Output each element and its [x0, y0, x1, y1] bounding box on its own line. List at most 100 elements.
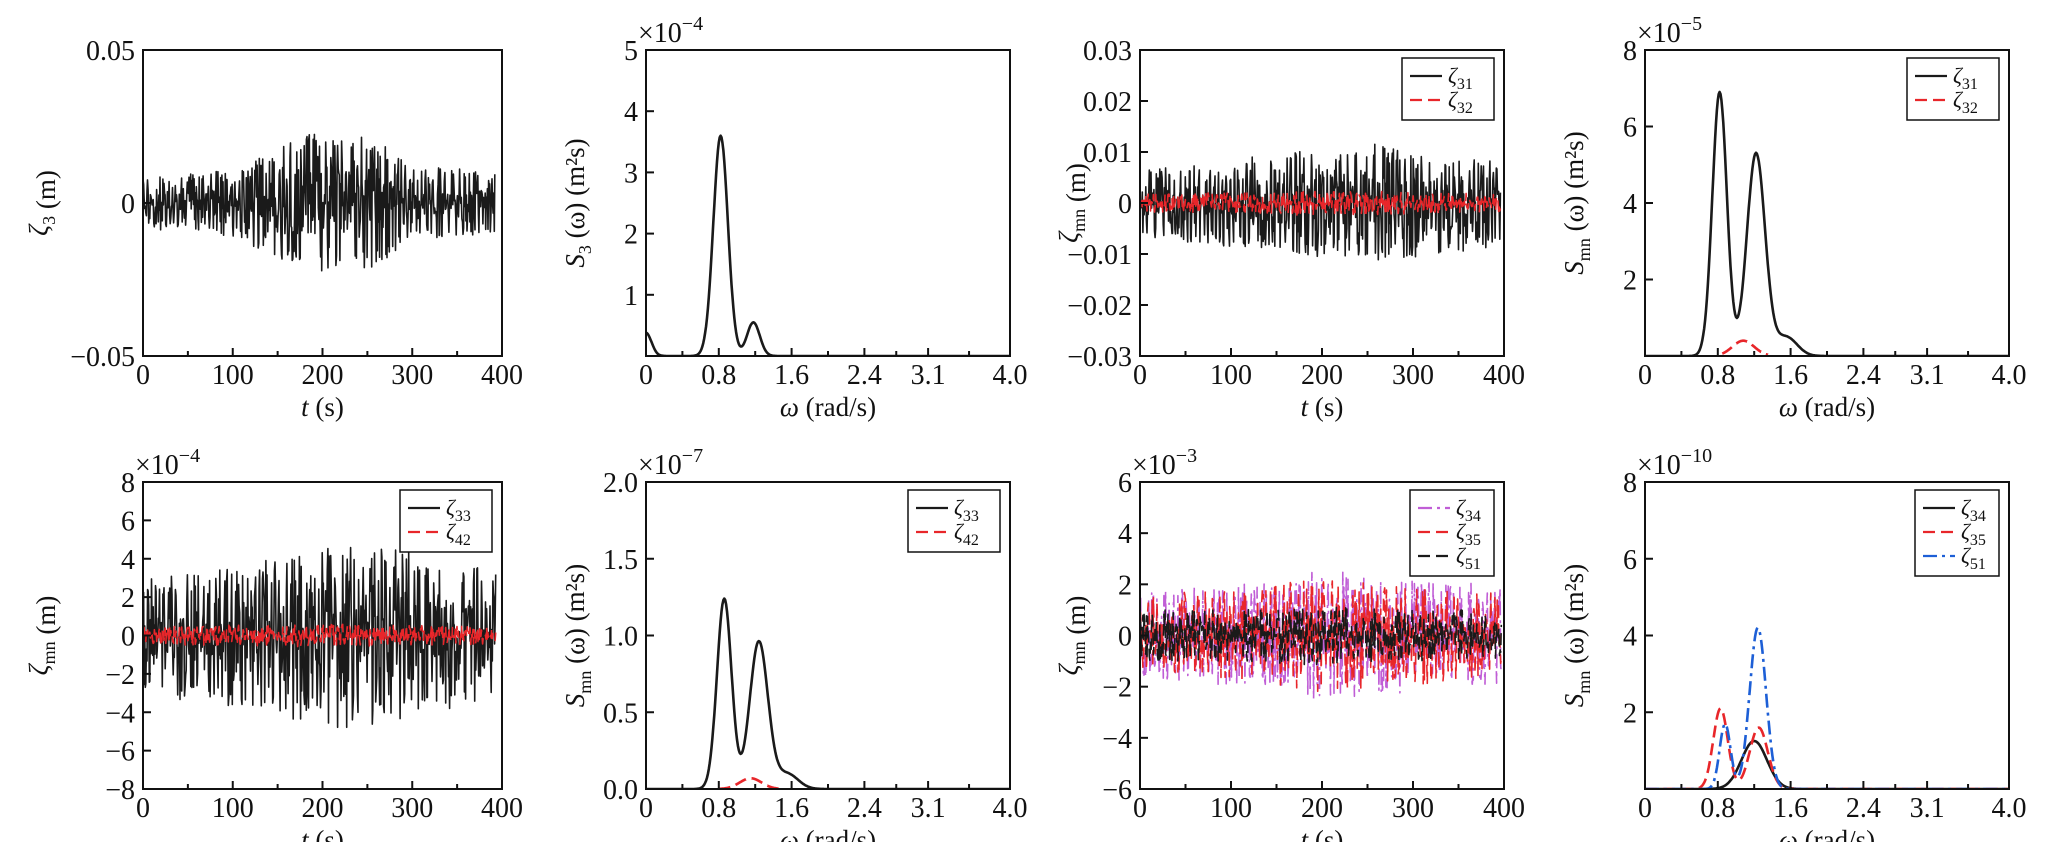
x-tick-label: 1.6 [774, 360, 809, 391]
y-axis-label: Smn (ω) (m²s) [1559, 131, 1594, 274]
x-axis-label: t (s) [1301, 825, 1344, 842]
y-tick-label: −0.03 [1067, 342, 1132, 373]
x-tick-label: 0.8 [1700, 793, 1735, 824]
y-tick-label: 0 [121, 622, 135, 653]
x-axis-label: ω (rad/s) [780, 392, 876, 422]
series-line-2 [1140, 580, 1503, 693]
legend-box [1401, 57, 1495, 121]
x-axis-label: t (s) [301, 392, 344, 422]
y-tick-label: −0.05 [70, 342, 135, 373]
y-tick-label: 1.5 [603, 545, 638, 576]
y-tick-label: 0 [121, 189, 135, 220]
legend-entry: ζ31 [1448, 63, 1473, 93]
x-tick-label: 400 [1483, 360, 1525, 391]
y-tick-label: 4 [1623, 189, 1637, 220]
legend-entry: ζ34 [1456, 495, 1481, 525]
y-tick-label: 0 [1118, 622, 1132, 653]
x-tick-label: 400 [1483, 793, 1525, 824]
x-tick-label: 2.4 [1846, 360, 1881, 391]
legend-entry: ζ51 [1961, 543, 1986, 573]
x-tick-label: 300 [391, 360, 433, 391]
panel-4: 0 0.8 1.6 2.4 3.1 4.0 2 4 6 8×10−5 ω (rad/s) Smn (ω… [1559, 13, 2027, 422]
series-group [1645, 626, 2009, 789]
y-tick-label: 4 [1623, 622, 1637, 653]
y-tick-label: 2 [1118, 570, 1132, 601]
y-tick-label: −2 [1102, 673, 1132, 704]
x-tick-label: 100 [1210, 360, 1252, 391]
y-axis-label: ζmn (m) [1054, 163, 1091, 243]
y-tick-label: 1.0 [603, 622, 638, 653]
series-group [1140, 143, 1502, 261]
y-tick-label: −0.01 [1067, 240, 1132, 271]
x-tick-label: 200 [1301, 793, 1343, 824]
x-tick-label: 0.8 [1700, 360, 1735, 391]
x-tick-label: 4.0 [993, 360, 1028, 391]
y-tick-label: −2 [105, 660, 135, 691]
y-tick-label: −4 [1102, 724, 1132, 755]
legend-entry: ζ51 [1456, 543, 1481, 573]
series-line-2 [1140, 189, 1502, 217]
legend-entry: ζ42 [954, 519, 979, 549]
series-line-1 [1140, 571, 1503, 700]
y-tick-label: 8 [1623, 36, 1637, 67]
series-line-1 [1140, 143, 1502, 261]
y-axis-label: ζ3 (m) [24, 170, 61, 236]
series-line-3 [1140, 606, 1503, 666]
y-tick-label: 0.03 [1083, 36, 1132, 67]
x-tick-label: 100 [1210, 793, 1252, 824]
legend-box [1906, 57, 2000, 121]
series-line-1 [1645, 739, 2009, 789]
panel-7: 0 100 200 300 400 −6 −4 −2 0 2 4 6×10−3 t (s) ζmn (m)… [1054, 445, 1525, 842]
sci-multiplier: ×10−4 [135, 445, 200, 481]
series-group [646, 134, 1010, 356]
y-tick-label: 0.05 [86, 36, 135, 67]
x-tick-label: 400 [481, 360, 523, 391]
series-line-3 [1645, 626, 2009, 789]
series-line-2 [1645, 707, 2009, 789]
series-group [143, 133, 496, 272]
panel-2: 0 0.8 1.6 2.4 3.1 4.0 1 2 3 4 5×10−4 ω (rad/s) S3 (ω… [560, 13, 1028, 422]
series-line-1 [1645, 90, 2009, 356]
y-tick-label: 0.0 [603, 775, 638, 806]
legend-entry: ζ31 [1953, 63, 1978, 93]
y-axis-label: ζmn (m) [1054, 596, 1091, 676]
x-tick-label: 3.1 [911, 360, 946, 391]
legend-entry: ζ33 [954, 495, 979, 525]
x-tick-label: 3.1 [911, 793, 946, 824]
y-tick-label: 0.01 [1083, 138, 1132, 169]
legend-box [907, 489, 1001, 553]
x-tick-label: 0 [1638, 793, 1652, 824]
y-tick-label: 6 [1623, 113, 1637, 144]
legend-entry: ζ32 [1448, 87, 1473, 117]
y-tick-label: 0.02 [1083, 87, 1132, 118]
y-tick-label: 2.0 [603, 468, 638, 499]
y-tick-label: 5 [624, 36, 638, 67]
series-line-2 [1721, 339, 1769, 356]
x-tick-label: 4.0 [993, 793, 1028, 824]
x-axis-label: ω (rad/s) [1779, 825, 1875, 842]
y-tick-label: 4 [121, 545, 135, 576]
x-tick-label: 2.4 [847, 793, 882, 824]
plot-frame [645, 49, 1011, 357]
legend-entry: ζ35 [1456, 519, 1481, 549]
y-tick-label: −4 [105, 698, 135, 729]
x-tick-label: 100 [212, 360, 254, 391]
x-tick-label: 2.4 [847, 360, 882, 391]
x-tick-label: 3.1 [1910, 793, 1945, 824]
series-line-1 [646, 134, 1010, 356]
legend-entry: ζ42 [446, 519, 471, 549]
x-axis-label: ω (rad/s) [780, 825, 876, 842]
x-tick-label: 0 [1133, 360, 1147, 391]
panel-5: 0 100 200 300 400 −8 −6 −4 −2 0 2 4 6 8×10−4 t (s) ζmn … [24, 445, 523, 842]
legend-entry: ζ34 [1961, 495, 1986, 525]
x-tick-label: 300 [1392, 360, 1434, 391]
y-tick-label: 8 [121, 468, 135, 499]
x-tick-label: 100 [212, 793, 254, 824]
x-tick-label: 0 [639, 793, 653, 824]
x-tick-label: 0 [136, 793, 150, 824]
sci-multiplier: ×10−10 [1637, 445, 1712, 481]
series-line-1 [646, 597, 1010, 789]
